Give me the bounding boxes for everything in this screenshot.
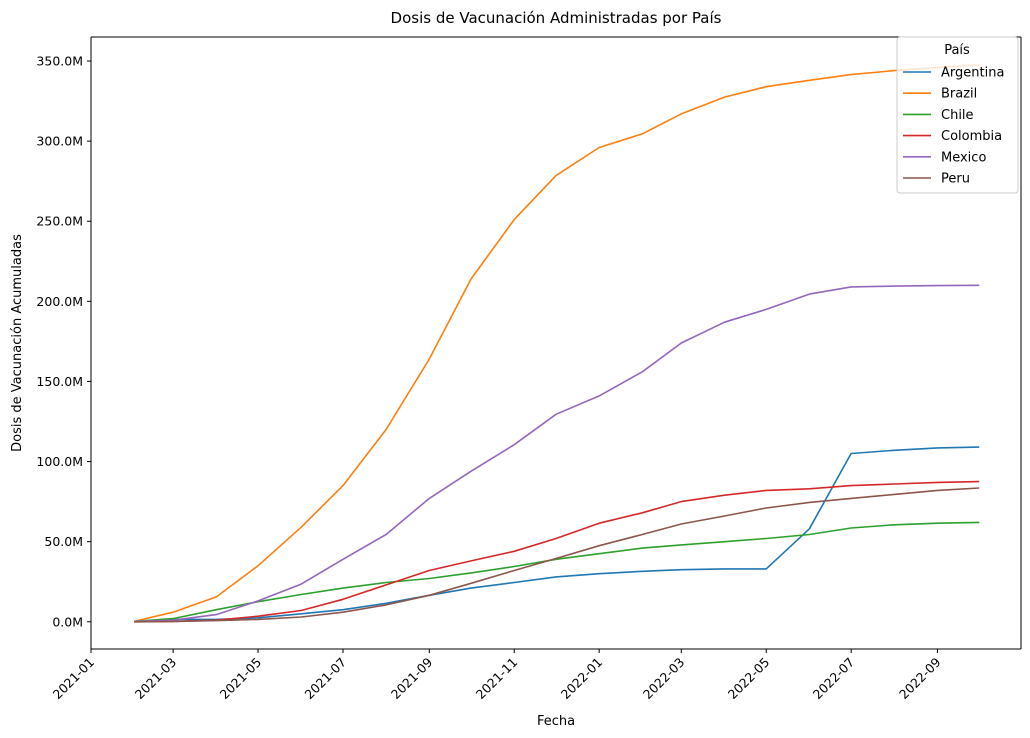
- y-tick-label: 350.0M: [36, 54, 83, 69]
- legend-title: País: [944, 43, 970, 58]
- y-tick-label: 150.0M: [36, 374, 83, 389]
- series-line-mexico: [134, 284, 980, 623]
- x-tick-label: 2022-09: [896, 654, 944, 702]
- y-tick-label: 250.0M: [36, 214, 83, 229]
- series-line-argentina: [134, 446, 980, 623]
- legend: País Argentina Brazil Chile Colombia Mexico P…: [896, 36, 1019, 194]
- plot-area: [91, 37, 1021, 649]
- y-tick-label: 50.0M: [44, 534, 83, 549]
- legend-label: Mexico: [941, 150, 986, 165]
- x-tick-label: 2022-05: [725, 655, 773, 703]
- legend-label: Brazil: [941, 87, 977, 102]
- x-axis-ticks: 2021-01 2021-03 2021-05 2021-07 2021-09 2021-…: [50, 649, 944, 702]
- x-axis-label: Fecha: [537, 714, 575, 729]
- x-tick-label: 2022-01: [558, 655, 606, 703]
- legend-box: [896, 36, 1019, 194]
- x-tick-label: 2022-07: [810, 655, 858, 703]
- legend-label: Argentina: [941, 66, 1004, 81]
- series-line-colombia: [134, 480, 980, 623]
- series-line-peru: [134, 487, 980, 623]
- y-tick-label: 200.0M: [36, 294, 83, 309]
- y-axis-label: Dosis de Vacunación Acumuladas: [10, 234, 25, 452]
- x-tick-label: 2021-05: [217, 655, 265, 703]
- x-tick-label: 2021-07: [302, 655, 350, 703]
- y-tick-label: 0.0M: [52, 614, 83, 629]
- legend-label: Peru: [941, 172, 970, 187]
- legend-label: Chile: [941, 108, 974, 123]
- x-tick-label: 2021-11: [473, 655, 521, 703]
- x-tick-label: 2021-09: [388, 654, 436, 702]
- chart-title: Dosis de Vacunación Administradas por Pa…: [391, 9, 722, 27]
- series-lines: [134, 64, 980, 623]
- series-line-brazil: [134, 64, 980, 623]
- legend-label: Colombia: [941, 129, 1002, 144]
- y-axis-ticks: 0.0M 50.0M 100.0M 150.0M 200.0M 250.0M 300.0M 3…: [36, 54, 91, 629]
- x-tick-label: 2021-03: [132, 655, 180, 703]
- legend-items: Argentina Brazil Chile Colombia Mexico Peru: [903, 66, 1004, 187]
- axes-frame: [90, 36, 1022, 650]
- x-tick-label: 2022-03: [640, 655, 688, 703]
- x-tick-label: 2021-01: [50, 655, 98, 703]
- y-tick-label: 100.0M: [36, 454, 83, 469]
- y-tick-label: 300.0M: [36, 134, 83, 149]
